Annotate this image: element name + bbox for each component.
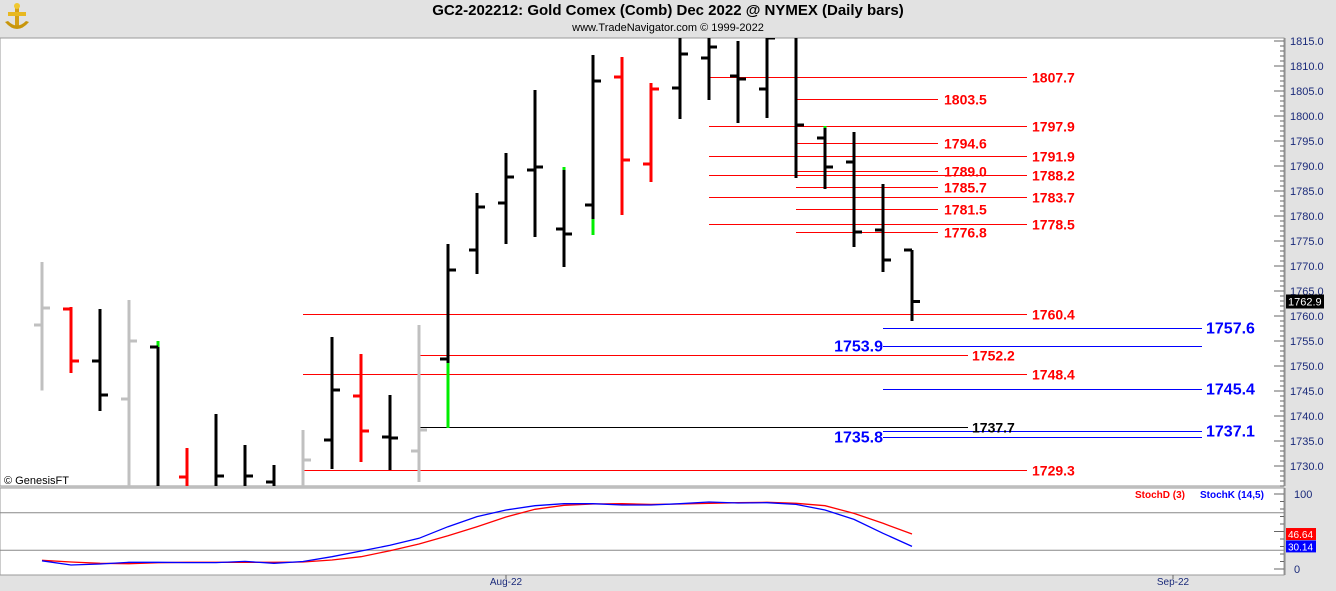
y-tick-label: 1810.0 (1290, 61, 1324, 73)
y-tick-label: 1795.0 (1290, 136, 1324, 148)
level-label: 1788.2 (1032, 168, 1075, 184)
level-label: 1778.5 (1032, 217, 1075, 233)
legend-label: StochK (14,5) (1200, 490, 1264, 501)
last-price-label: 1762.9 (1288, 297, 1322, 309)
stochastic-panel (0, 487, 1285, 576)
level-label: 1783.7 (1032, 190, 1075, 206)
y-tick-label: 1730.0 (1290, 461, 1324, 473)
y-tick-label: 1740.0 (1290, 411, 1324, 423)
stochastic-last-badge (1286, 528, 1316, 541)
level-label: 1757.6 (1206, 321, 1255, 338)
level-label: 1789.0 (944, 164, 987, 180)
price-plot (34, 38, 1202, 486)
level-label: 1737.1 (1206, 424, 1255, 441)
stochastic-last-badge (1286, 540, 1316, 553)
stochastic-series-line (41, 501, 913, 566)
level-label: 1735.8 (834, 430, 883, 447)
stochastic-y-tick: 0 (1294, 564, 1300, 576)
y-tick-label: 1780.0 (1290, 211, 1324, 223)
chart-title: GC2-202212: Gold Comex (Comb) Dec 2022 @… (432, 2, 904, 19)
level-label: 1794.6 (944, 136, 987, 152)
watermark: © GenesisFT (4, 475, 69, 487)
x-tick-label: Aug-22 (490, 577, 523, 588)
x-tick-label: Sep-22 (1157, 577, 1190, 588)
stochastic-y-tick: 100 (1294, 489, 1312, 501)
level-label: 1737.7 (972, 420, 1015, 436)
stochastic-last-label: 30.14 (1288, 542, 1313, 553)
price-panel (0, 37, 1285, 487)
level-label: 1785.7 (944, 180, 987, 196)
level-label: 1753.9 (834, 339, 883, 356)
y-tick-label: 1790.0 (1290, 161, 1324, 173)
y-tick-label: 1805.0 (1290, 86, 1324, 98)
y-tick-label: 1815.0 (1290, 36, 1324, 48)
y-tick-label: 1755.0 (1290, 336, 1324, 348)
y-tick-label: 1800.0 (1290, 111, 1324, 123)
level-label: 1745.4 (1206, 382, 1255, 399)
level-label: 1729.3 (1032, 463, 1075, 479)
y-tick-label: 1785.0 (1290, 186, 1324, 198)
y-tick-label: 1745.0 (1290, 386, 1324, 398)
y-tick-label: 1770.0 (1290, 261, 1324, 273)
level-label: 1807.7 (1032, 70, 1075, 86)
level-label: 1760.4 (1032, 307, 1075, 323)
y-tick-label: 1735.0 (1290, 436, 1324, 448)
y-tick-label: 1750.0 (1290, 361, 1324, 373)
y-tick-label: 1775.0 (1290, 236, 1324, 248)
y-tick-label: 1760.0 (1290, 311, 1324, 323)
level-label: 1781.5 (944, 202, 987, 218)
level-label: 1776.8 (944, 225, 987, 241)
level-label: 1791.9 (1032, 149, 1075, 165)
level-label: 1797.9 (1032, 119, 1075, 135)
gold-anchor-logo (5, 3, 29, 29)
chart-subtitle: www.TradeNavigator.com © 1999-2022 (572, 22, 764, 34)
last-price-badge (1286, 294, 1324, 309)
level-label: 1748.4 (1032, 367, 1075, 383)
stochastic-last-label: 46.64 (1288, 530, 1313, 541)
level-label: 1803.5 (944, 92, 987, 108)
level-label: 1752.2 (972, 348, 1015, 364)
legend-label: StochD (3) (1135, 490, 1185, 501)
